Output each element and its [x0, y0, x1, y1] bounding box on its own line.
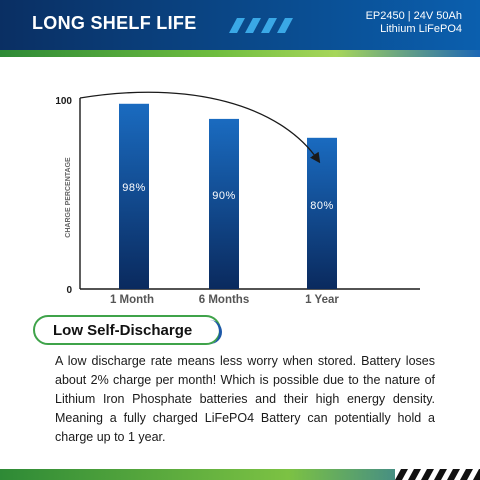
bar-value-label: 98%	[122, 182, 146, 194]
description-text: A low discharge rate means less worry wh…	[55, 354, 435, 444]
model-line-1: EP2450 | 24V 50Ah	[365, 10, 462, 22]
section-title: Low Self-Discharge	[53, 322, 193, 339]
model-info: EP2450 | 24V 50Ah Lithium LiFePO4	[366, 10, 462, 36]
model-line-2: Lithium LiFePO4	[380, 23, 462, 35]
section-heading-pill: Low Self-Discharge	[33, 315, 222, 345]
x-tick-label: 1 Month	[110, 294, 154, 306]
trend-arrow	[79, 91, 321, 164]
bar-6-months	[209, 118, 239, 290]
charge-chart: 100 0 CHARGE PERCENTAGE 98% 1 Month 90% 6 Mon…	[55, 91, 420, 306]
y-tick-label: 0	[66, 285, 72, 296]
header-banner: LONG SHELF LIFE EP2450 | 24V 50Ah Lithiu…	[0, 0, 480, 50]
bar-value-label: 90%	[212, 190, 236, 202]
bar-1-year	[307, 137, 337, 289]
y-tick-label: 100	[55, 96, 72, 107]
y-axis-label: CHARGE PERCENTAGE	[65, 157, 72, 238]
x-tick-label: 6 Months	[199, 294, 249, 306]
bar-1-month	[119, 103, 149, 289]
footer-accent-bar	[0, 469, 480, 480]
footer-stripe-icon	[395, 469, 480, 480]
x-tick-label: 1 Year	[305, 294, 339, 306]
page-title: LONG SHELF LIFE	[32, 13, 197, 33]
bar-value-label: 80%	[310, 200, 334, 212]
stripe-decoration-icon	[229, 18, 293, 33]
accent-bar	[0, 50, 480, 57]
